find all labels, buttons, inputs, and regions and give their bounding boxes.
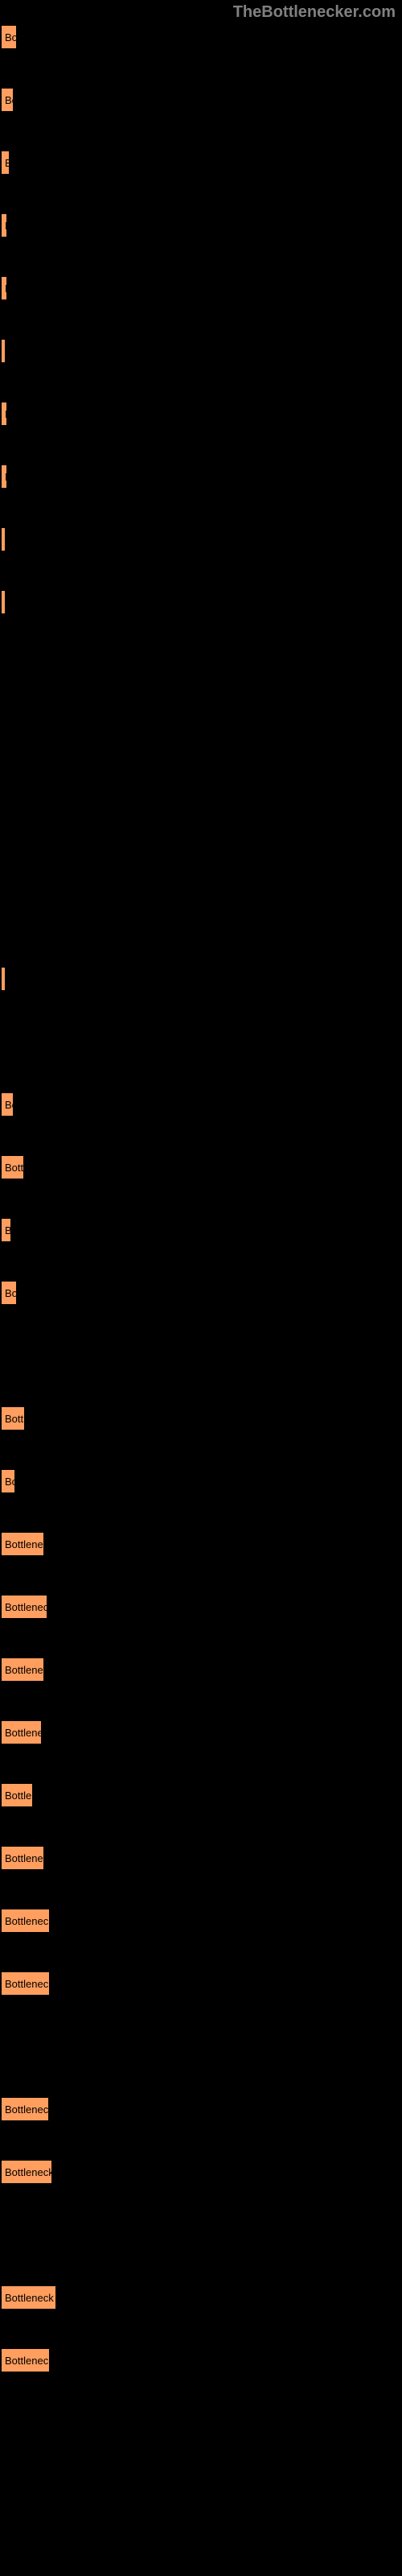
bar: Bottleneck result (0, 2285, 57, 2310)
bar: Bottleneck (0, 150, 10, 175)
bar-label: Bottleneck (5, 408, 8, 420)
bar-row: Bottleneck result (0, 1719, 43, 1745)
bar-label: Bottleneck (5, 31, 18, 43)
bar-label: Bottleneck result (5, 1538, 45, 1550)
bar-label: Bottleneck (5, 973, 6, 985)
bar: Bottleneck (0, 1782, 34, 1808)
bar: Bottleneck (0, 1154, 25, 1180)
bar-row: Bottleneck result (0, 2347, 51, 2373)
bar-label: Bottleneck result (5, 1915, 51, 1927)
bar-row: Bottleneck (0, 589, 4, 615)
bar: Bottleneck (0, 1092, 14, 1117)
bar-label: Bottleneck (5, 283, 8, 295)
bar-label: Bottleneck (5, 1287, 18, 1299)
bar-row: Bottleneck (0, 1782, 34, 1808)
bar-label: Bottleneck (5, 534, 6, 546)
bar: Bottleneck result (0, 1719, 43, 1745)
bar-row: Bottleneck result (0, 1594, 48, 1620)
bar-label: Bottleneck (5, 1790, 34, 1802)
bar-row: Bottleneck (0, 401, 8, 427)
bar-label: Bottleneck (5, 1224, 12, 1236)
watermark-text: TheBottlenecker.com (233, 3, 396, 22)
bar: Bottleneck (0, 589, 6, 615)
bar-row: Bottleneck (0, 526, 4, 552)
bar: Bottleneck result (0, 2347, 51, 2373)
bar-label: Bottleneck (5, 1099, 14, 1111)
bar-row: Bottleneck (0, 338, 6, 364)
bar-row: Bottleneck (0, 1217, 12, 1243)
bar-label: Bottleneck (5, 94, 14, 106)
bar-label: Bottleneck (5, 471, 8, 483)
bar-row: Bottleneck result (0, 1971, 51, 1996)
bar: Bottleneck (0, 87, 14, 113)
bar-label: Bottleneck result (5, 2355, 51, 2367)
bar-row: Bottleneck result (0, 2159, 53, 2185)
bar-row: Bottleneck (0, 24, 18, 50)
bar: Bottleneck (0, 1280, 18, 1306)
bar: Bottleneck result (0, 2159, 53, 2185)
bar-label: Bottleneck result (5, 2166, 53, 2178)
bar: Bottleneck (0, 275, 8, 301)
bar: Bottleneck result (0, 1657, 45, 1682)
bar: Bottleneck (0, 1406, 26, 1431)
bar-row: Bottleneck (0, 1092, 14, 1117)
bar-label: Bottleneck (5, 157, 10, 169)
bar: Bottleneck (0, 526, 6, 552)
bar: Bottleneck result (0, 1908, 51, 1934)
bar-row: Bottleneck (0, 966, 6, 992)
bar-label: Bottleneck (5, 597, 6, 609)
bar-row: Bottleneck result (0, 2096, 50, 2122)
bar-row: Bottleneck result (0, 1908, 51, 1934)
bar: Bottleneck result (0, 1971, 51, 1996)
bar-row: Bottleneck (0, 213, 8, 238)
bar-label: Bottleneck (5, 1413, 26, 1425)
bar-label: Bottleneck result (5, 1664, 45, 1676)
bar: Bottleneck (0, 1217, 12, 1243)
bar: Bottleneck result (0, 1531, 45, 1557)
bar: Bottleneck (0, 24, 18, 50)
bar-row: Bottleneck result (0, 1845, 45, 1871)
bar-label: Bottleneck result (5, 2292, 57, 2304)
bar-label: Bottleneck result (5, 1727, 43, 1739)
bar-row: Bottleneck (0, 1154, 25, 1180)
bar-row: Bottleneck (0, 1406, 26, 1431)
bar-row: Bottleneck (0, 87, 14, 113)
bar-label: Bottleneck result (5, 1601, 48, 1613)
bar: Bottleneck result (0, 1845, 45, 1871)
bar-row: Bottleneck (0, 1280, 18, 1306)
bar-label: Bottleneck (5, 1162, 25, 1174)
bar-label: Bottleneck (5, 220, 8, 232)
bar-label: Bottleneck result (5, 1978, 51, 1990)
bar: Bottleneck (0, 1468, 16, 1494)
bar-label: Bottleneck result (5, 1852, 45, 1864)
bar-label: Bottleneck (5, 345, 6, 357)
bar: Bottleneck (0, 213, 8, 238)
bar-row: Bottleneck (0, 464, 8, 489)
bar: Bottleneck result (0, 2096, 50, 2122)
bar: Bottleneck (0, 966, 6, 992)
bar-row: Bottleneck result (0, 2285, 57, 2310)
bar-chart: Bottleneck Bottleneck Bottleneck Bottleneck… (0, 24, 402, 2552)
bar-row: Bottleneck result (0, 1657, 45, 1682)
bar-row: Bottleneck (0, 275, 8, 301)
bar-label: Bottleneck (5, 1476, 16, 1488)
bar-label: Bottleneck result (5, 2103, 50, 2116)
bar: Bottleneck (0, 338, 6, 364)
bar-row: Bottleneck (0, 150, 10, 175)
bar-row: Bottleneck result (0, 1531, 45, 1557)
bar: Bottleneck (0, 464, 8, 489)
bar-row: Bottleneck (0, 1468, 16, 1494)
bar: Bottleneck result (0, 1594, 48, 1620)
bar: Bottleneck (0, 401, 8, 427)
